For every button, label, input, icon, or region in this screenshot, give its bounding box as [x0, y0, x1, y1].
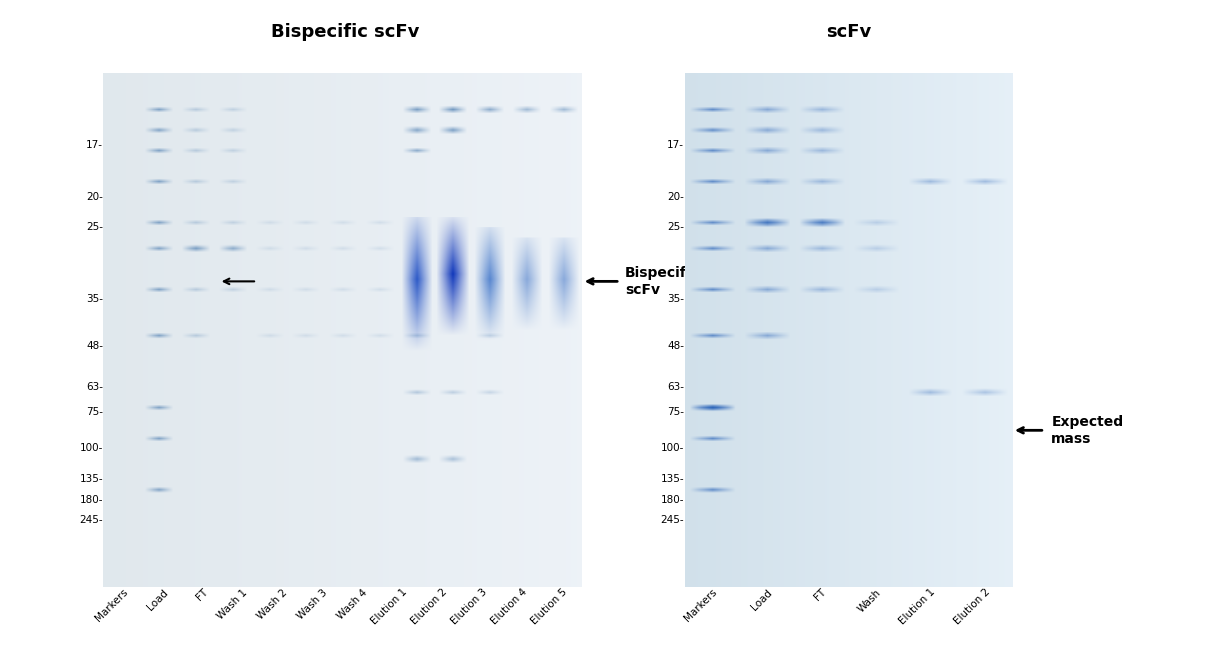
Text: Elution 2: Elution 2	[953, 587, 991, 627]
Text: 63-: 63-	[86, 382, 103, 392]
Text: 35-: 35-	[86, 294, 103, 304]
Text: Bispecific scFv: Bispecific scFv	[271, 23, 419, 41]
Text: 20-: 20-	[668, 191, 684, 201]
Text: 135-: 135-	[80, 474, 103, 484]
Text: 17-: 17-	[667, 140, 684, 150]
Text: Wash 4: Wash 4	[336, 587, 370, 621]
Text: Wash 3: Wash 3	[296, 587, 330, 621]
Text: 180-: 180-	[80, 495, 103, 505]
Text: 180-: 180-	[661, 495, 684, 505]
Text: 48-: 48-	[667, 341, 684, 351]
Text: 100-: 100-	[661, 444, 684, 454]
Text: Wash 2: Wash 2	[256, 587, 290, 621]
Text: Elution 4: Elution 4	[490, 587, 528, 627]
Text: Wash: Wash	[856, 587, 882, 614]
Text: 135-: 135-	[661, 474, 684, 484]
Text: Bispecific
scFv: Bispecific scFv	[625, 265, 699, 297]
Text: 25-: 25-	[667, 223, 684, 232]
Text: Load: Load	[749, 587, 773, 612]
Text: Wash 1: Wash 1	[216, 587, 250, 621]
Text: 35-: 35-	[667, 294, 684, 304]
Text: 245-: 245-	[80, 515, 103, 525]
Text: scFv: scFv	[825, 23, 871, 41]
Text: Markers: Markers	[93, 587, 130, 624]
Text: Expected
mass: Expected mass	[1051, 415, 1124, 446]
Text: 100-: 100-	[80, 444, 103, 454]
Text: 245-: 245-	[661, 515, 684, 525]
Text: Elution 2: Elution 2	[410, 587, 450, 627]
Text: FT: FT	[812, 587, 828, 603]
Text: Elution 3: Elution 3	[450, 587, 490, 627]
Text: 63-: 63-	[667, 382, 684, 392]
Text: 17-: 17-	[86, 140, 103, 150]
Text: Markers: Markers	[682, 587, 719, 624]
Text: Elution 5: Elution 5	[530, 587, 568, 627]
Text: Load: Load	[145, 587, 170, 612]
Text: 20-: 20-	[86, 191, 103, 201]
Text: Elution 1: Elution 1	[370, 587, 410, 627]
Text: 48-: 48-	[86, 341, 103, 351]
Text: FT: FT	[194, 587, 210, 603]
Text: 75-: 75-	[667, 408, 684, 418]
Text: 75-: 75-	[86, 408, 103, 418]
Text: Elution 1: Elution 1	[898, 587, 937, 627]
Text: 25-: 25-	[86, 223, 103, 232]
